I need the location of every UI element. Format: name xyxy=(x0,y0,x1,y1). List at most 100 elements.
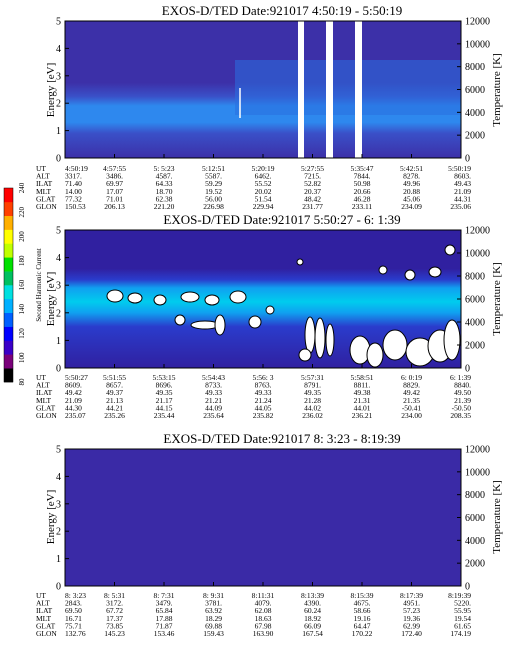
ytick-label: 5 xyxy=(56,445,61,456)
orbit-row-label: GLAT xyxy=(36,403,56,412)
panel-3-title: EXOS-D/TED Date:921017 8: 3:23 - 8:19:39 xyxy=(163,431,400,446)
y2tick-label: 10000 xyxy=(465,467,490,478)
panel-1-gap-1 xyxy=(298,21,304,158)
orbit-cell: 4390. xyxy=(304,599,321,608)
orbit-cell: 8: 5:31 xyxy=(104,591,125,600)
orbit-cell: 19.54 xyxy=(454,614,471,623)
orbit-row-label: ALT xyxy=(36,599,50,608)
orbit-cell: 5:53:15 xyxy=(153,373,176,382)
orbit-cell: 5:35:47 xyxy=(351,164,374,173)
orbit-cell: 4587. xyxy=(156,172,173,181)
colorbar-tick-label: 200 xyxy=(18,231,26,242)
orbit-cell: 58.66 xyxy=(354,606,371,615)
colorbar-cell xyxy=(4,188,13,203)
orbit-cell: 163.90 xyxy=(253,629,274,638)
orbit-cell: -50.41 xyxy=(402,403,422,412)
panel-2-ticks: 0 1 2 3 4 5 0 2000 4000 6000 8000 10000 12000 xyxy=(56,226,490,375)
saturated-region xyxy=(229,290,247,304)
ytick-label: 4 xyxy=(56,253,61,264)
y2tick-label: 12000 xyxy=(465,226,490,237)
colorbar-cell xyxy=(4,326,13,341)
orbit-cell: 49.43 xyxy=(454,179,471,188)
panel-2-y2label: Temperature [K] xyxy=(491,262,503,335)
y2tick-label: 4000 xyxy=(465,536,485,547)
orbit-cell: 66.09 xyxy=(304,621,321,630)
orbit-cell: 63.92 xyxy=(205,606,222,615)
y2tick-label: 0 xyxy=(465,154,470,165)
orbit-cell: 49.42 xyxy=(403,388,420,397)
orbit-cell: 5:42:51 xyxy=(400,164,423,173)
orbit-cell: 18.29 xyxy=(205,614,222,623)
saturated-region xyxy=(428,266,442,278)
saturated-region xyxy=(106,289,124,303)
orbit-cell: 49.96 xyxy=(403,179,420,188)
panel-3-ylabel: Energy [eV] xyxy=(45,490,57,544)
saturated-region xyxy=(214,314,226,336)
orbit-cell: 234.09 xyxy=(401,202,422,211)
orbit-cell: 5220. xyxy=(454,599,471,608)
orbit-cell: 21.09 xyxy=(454,187,471,196)
orbit-cell: 71.01 xyxy=(106,194,123,203)
orbit-cell: 62.38 xyxy=(156,194,173,203)
orbit-cell: 50.98 xyxy=(354,179,371,188)
orbit-cell: 8: 9:31 xyxy=(203,591,224,600)
colorbar-cell xyxy=(4,215,13,230)
orbit-cell: 64.33 xyxy=(156,179,173,188)
colorbar: 80 100 120 140 160 180 200 220 240 Second Harmon… xyxy=(3,182,43,386)
orbit-cell: 132.76 xyxy=(65,629,86,638)
saturated-region xyxy=(325,323,335,357)
colorbar-tick-label: 240 xyxy=(18,182,26,193)
y2tick-label: 2000 xyxy=(465,559,485,570)
saturated-region xyxy=(296,258,304,266)
orbit-cell: 3479. xyxy=(156,599,173,608)
orbit-cell: 5:27:55 xyxy=(301,164,324,173)
orbit-cell: 5:51:55 xyxy=(103,373,126,382)
orbit-cell: 44.09 xyxy=(205,403,222,412)
orbit-cell: 64.47 xyxy=(354,621,371,630)
panel-1-gap-3 xyxy=(355,21,362,158)
orbit-cell: 49.33 xyxy=(205,388,222,397)
orbit-row-label: MLT xyxy=(36,187,52,196)
panel-3-spectrogram xyxy=(65,449,461,586)
orbit-cell: 67.72 xyxy=(106,606,123,615)
orbit-row-label: GLAT xyxy=(36,194,56,203)
orbit-cell: 19.16 xyxy=(354,614,371,623)
orbit-row-label: ALT xyxy=(36,381,50,390)
orbit-cell: 44.02 xyxy=(304,403,321,412)
orbit-cell: 65.84 xyxy=(156,606,173,615)
ytick-label: 5 xyxy=(56,226,61,237)
ytick-label: 4 xyxy=(56,472,61,483)
orbit-cell: 159.43 xyxy=(203,629,224,638)
orbit-cell: 62.99 xyxy=(403,621,420,630)
orbit-cell: 5:12:51 xyxy=(202,164,225,173)
orbit-cell: 8:11:31 xyxy=(252,591,275,600)
colorbar-cell xyxy=(4,243,13,258)
panel-1-gap-2 xyxy=(326,21,333,158)
orbit-cell: 71.87 xyxy=(156,621,173,630)
panel-2-saturated-regions xyxy=(106,244,461,368)
orbit-cell: 75.71 xyxy=(65,621,82,630)
orbit-cell: 5:20:19 xyxy=(252,164,275,173)
ytick-label: 1 xyxy=(56,554,61,565)
orbit-cell: 226.98 xyxy=(203,202,224,211)
orbit-cell: 20.37 xyxy=(304,187,321,196)
colorbar-cell xyxy=(4,340,13,355)
colorbar-tick-label: 220 xyxy=(18,207,26,218)
orbit-cell: 6462. xyxy=(255,172,272,181)
orbit-row-label: ALT xyxy=(36,172,50,181)
orbit-cell: 3172. xyxy=(106,599,123,608)
orbit-row-label: ILAT xyxy=(36,179,53,188)
orbit-cell: 6: 1:39 xyxy=(450,373,471,382)
orbit-cell: 73.85 xyxy=(106,621,123,630)
colorbar-label: Second Harmonic Current xyxy=(35,248,43,322)
y2tick-label: 0 xyxy=(465,582,470,593)
colorbar-tick-label: 100 xyxy=(18,352,26,363)
ytick-label: 0 xyxy=(56,154,61,165)
saturated-region xyxy=(366,342,384,368)
orbit-cell: 49.35 xyxy=(304,388,321,397)
orbit-row-label: GLON xyxy=(36,202,57,211)
orbit-cell: 172.40 xyxy=(401,629,422,638)
orbit-cell: -50.50 xyxy=(452,403,472,412)
orbit-row-label: UT xyxy=(36,373,46,382)
y2tick-label: 10000 xyxy=(465,39,490,50)
